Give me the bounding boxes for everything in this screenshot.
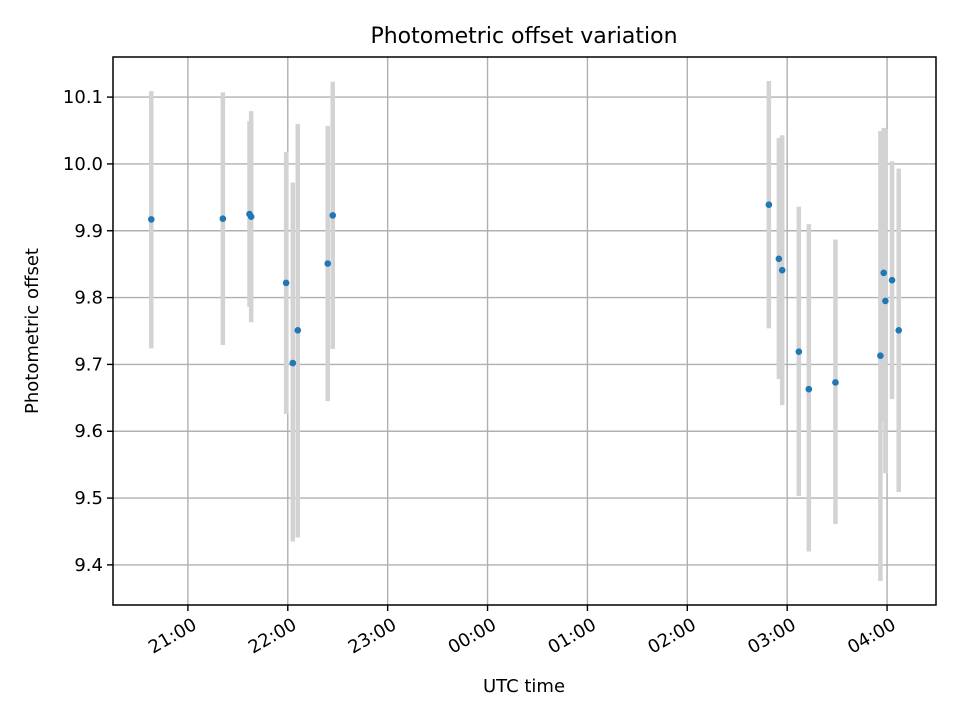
data-point xyxy=(324,260,332,267)
y-tick-label: 9.4 xyxy=(74,555,103,576)
data-point xyxy=(877,352,884,360)
y-axis: 9.4 9.5 9.6 9.7 9.8 9.9 10.0 10.1 xyxy=(63,87,113,576)
y-tick-label: 9.6 xyxy=(74,421,103,442)
data-point xyxy=(795,348,803,356)
data-point xyxy=(219,215,227,223)
chart-title: Photometric offset variation xyxy=(370,24,677,49)
data-point xyxy=(805,385,813,393)
plot-area-frame xyxy=(112,56,937,606)
data-point xyxy=(765,201,773,208)
data-point xyxy=(289,359,297,367)
y-tick-label: 10.0 xyxy=(63,154,103,175)
data-point xyxy=(247,213,255,221)
data-point xyxy=(888,276,896,284)
data-point xyxy=(778,266,786,274)
data-point xyxy=(282,279,290,287)
data-point xyxy=(147,216,155,223)
y-axis-label: Photometric offset xyxy=(22,248,43,414)
data-point xyxy=(775,255,783,263)
x-axis-label: UTC time xyxy=(483,676,565,697)
y-tick-label: 9.8 xyxy=(74,288,103,309)
data-points xyxy=(147,201,903,393)
data-point xyxy=(895,327,903,334)
data-point xyxy=(832,379,839,386)
data-point xyxy=(882,297,889,305)
y-tick-label: 10.1 xyxy=(63,87,103,108)
y-tick-label: 9.7 xyxy=(74,354,103,375)
y-tick-label: 9.9 xyxy=(74,221,103,242)
y-tick-label: 9.5 xyxy=(74,488,103,509)
data-point xyxy=(329,212,337,219)
data-point xyxy=(294,327,302,334)
data-point xyxy=(880,269,888,277)
